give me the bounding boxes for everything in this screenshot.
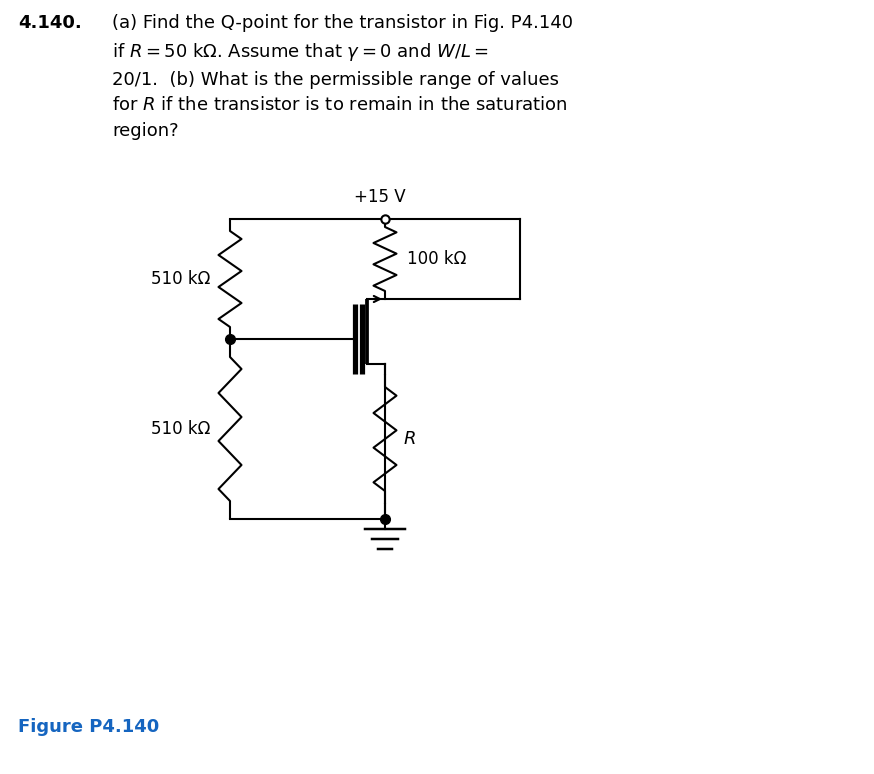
Text: (a) Find the Q-point for the transistor in Fig. P4.140
if $R = 50$ k$\Omega$. As: (a) Find the Q-point for the transistor … xyxy=(112,14,573,140)
Text: 510 kΩ: 510 kΩ xyxy=(150,420,210,438)
Text: 4.140.: 4.140. xyxy=(18,14,82,32)
Text: 100 kΩ: 100 kΩ xyxy=(407,250,467,268)
Text: 510 kΩ: 510 kΩ xyxy=(150,270,210,288)
Text: +15 V: +15 V xyxy=(354,188,406,206)
Text: $R$: $R$ xyxy=(403,430,416,448)
Text: Figure P4.140: Figure P4.140 xyxy=(18,718,159,736)
